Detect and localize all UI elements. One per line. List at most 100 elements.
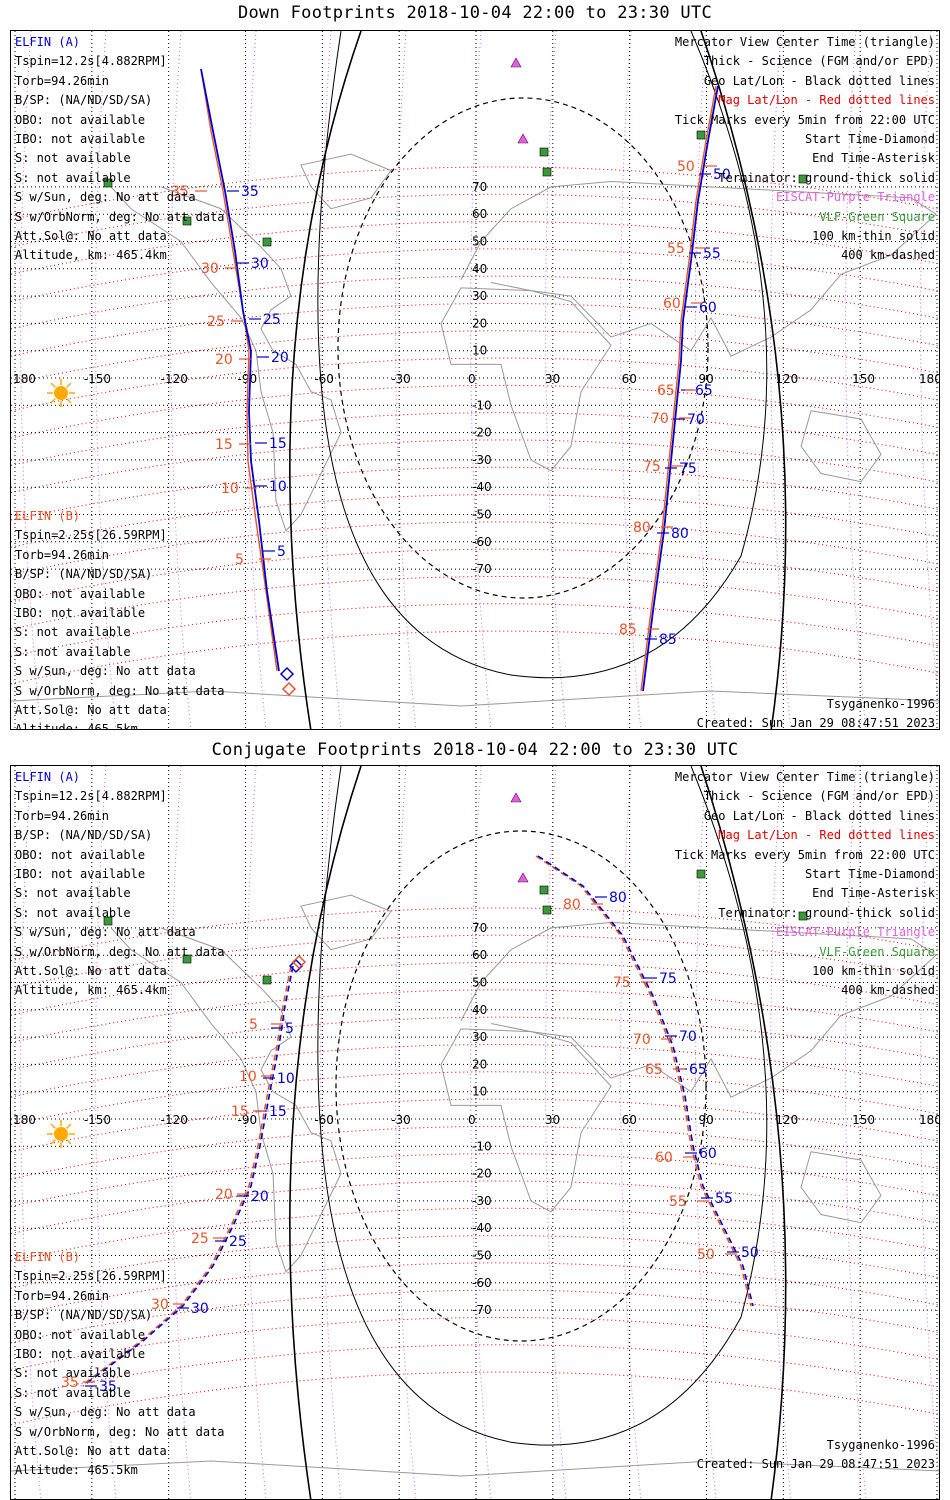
info-line: Torb=94.26min: [15, 1288, 109, 1303]
mag-lon-line: [545, 766, 567, 1499]
eiscat-triangle: [510, 792, 522, 803]
info-line: S w/Sun, deg: No att data: [15, 1405, 196, 1420]
lat-tick-label: 10: [472, 344, 487, 358]
track-tick-label: 10: [269, 479, 287, 495]
lat-tick-label: 20: [472, 1057, 487, 1071]
elfin-a-info: Tspin=12.2s[4.882RPM] Torb=94.26min B/SP: …: [15, 787, 225, 997]
lat-tick-label: -30: [472, 1194, 492, 1208]
antarctica-coast: [11, 690, 939, 707]
lon-tick-labels: 180 -150 -120 -90 -60 -30 0 30 60 90 120 150 180: [13, 1113, 939, 1127]
info-line: Tspin=2.25s[26.59RPM]: [15, 1269, 167, 1284]
terminator: [289, 31, 787, 729]
track-tick-label: 60: [655, 1150, 673, 1166]
lon-tick-label: 150: [852, 1113, 875, 1127]
mag-lat-line: [11, 330, 939, 384]
vlf-square: [542, 905, 552, 915]
lon-tick-label: 0: [468, 1113, 476, 1127]
lon-tick-label: -150: [84, 1113, 111, 1127]
mag-lat-line: [11, 548, 939, 603]
track-tick-label: 75: [643, 459, 661, 475]
info-line: Att.Sol@: No att data: [15, 1443, 167, 1458]
lat-tick-label: 60: [472, 207, 487, 221]
terminator-east: [700, 766, 787, 1499]
track-tick-label: 75: [613, 975, 631, 991]
mag-lat-line: [11, 193, 939, 248]
info-line: B/SP: (NA/ND/SD/SA): [15, 93, 153, 108]
track-tick-label: 65: [645, 1062, 663, 1078]
mag-lat-line: [11, 1180, 939, 1235]
track-tick-label: 70: [679, 1029, 697, 1045]
elfin-a-info: Tspin=12.2s[4.882RPM] Torb=94.26min B/SP: …: [15, 52, 225, 262]
lat-tick-label: -30: [472, 453, 492, 467]
info-line: Altitude: 465.5km: [15, 722, 138, 730]
legend-item: Tick Marks every 5min from 22:00 UTC: [674, 847, 935, 862]
info-line: B/SP: (NA/ND/SD/SA): [15, 1308, 153, 1323]
track-tick-label: 50: [713, 167, 731, 183]
track-tick-label: 25: [191, 1231, 209, 1247]
vlf-square: [542, 167, 552, 177]
coastlines: [11, 894, 939, 1477]
greenland-coast: [300, 153, 392, 210]
vlf-square: [262, 975, 272, 985]
conjugate-map-svg: 180 -150 -120 -90 -60 -30 0 30 60 90 120 150 180 70 60…: [11, 766, 939, 1499]
terminator-400km: [335, 830, 707, 1342]
info-line: S: not available: [15, 644, 131, 659]
elfin-b-conj-track: [80, 965, 292, 1387]
legend-item: Terminator: ground-thick solid: [718, 905, 935, 920]
mag-lat-line: [11, 1016, 939, 1071]
info-line: Att.Sol@: No att data: [15, 702, 167, 717]
lon-tick-labels: 180 -150 -120 -90 -60 -30 0 30 60 90 120 150 180: [13, 372, 939, 386]
track-tick-label: 35: [99, 1379, 117, 1395]
vlf-square: [798, 911, 808, 921]
track-tick-label: 80: [609, 890, 627, 906]
lon-tick-label: -30: [391, 372, 411, 386]
lat-tick-label: -60: [472, 535, 492, 549]
track-tick-label: 80: [563, 897, 581, 913]
track-tick-label: 5: [285, 1021, 294, 1037]
legend-item: 400 km-dashed: [841, 983, 935, 998]
track-tick-label: 55: [667, 241, 685, 257]
start-diamond: [281, 681, 297, 697]
vlf-square: [696, 869, 706, 879]
mag-lat-line: [11, 907, 939, 962]
info-line: IBO: not available: [15, 866, 146, 881]
legend-item: End Time-Asterisk: [812, 886, 935, 901]
australia-coast: [800, 410, 882, 483]
info-line: Tspin=12.2s[4.882RPM]: [15, 54, 167, 69]
mag-lat-line: [11, 384, 939, 439]
lon-tick-label: 60: [622, 372, 637, 386]
terminator: [289, 766, 787, 1499]
info-line: IBO: not available: [15, 605, 146, 620]
stations: [103, 792, 808, 985]
mag-lat-line: [11, 1043, 939, 1098]
elfin-a-down-track: [200, 68, 280, 672]
info-line: S w/OrbNorm, deg: No att data: [15, 944, 225, 959]
antarctica-coast: [11, 1460, 939, 1477]
vlf-square: [103, 178, 113, 188]
track-tick-label: 35: [61, 1375, 79, 1391]
geo-grid: [11, 766, 939, 1499]
elfin-b-down-track-2: [640, 85, 717, 692]
info-line: S: not available: [15, 1366, 131, 1381]
mag-lat-line: [11, 357, 939, 412]
lon-tick-label: 180: [13, 1113, 36, 1127]
legend-item: Mercator View Center Time (triangle): [674, 770, 935, 784]
elfin-a-conj-track: [82, 965, 294, 1387]
conjugate-footprints-map: 180 -150 -120 -90 -60 -30 0 30 60 90 120 150 180 70 60…: [10, 765, 940, 1500]
terminator-west: [289, 31, 362, 729]
track-tick-label: 60: [663, 296, 681, 312]
mag-lat-line: [11, 1262, 939, 1316]
info-line: S w/Sun, deg: No att data: [15, 925, 196, 940]
terminator-100km-east: [510, 766, 768, 1446]
lon-tick-label: -120: [161, 372, 188, 386]
track-tick-label: 10: [221, 481, 239, 497]
lon-tick-label: -120: [161, 1113, 188, 1127]
lon-tick-label: 30: [545, 1113, 560, 1127]
track-tick-label: 15: [215, 437, 233, 453]
track-tick-label: 70: [651, 411, 669, 427]
track-tick-label: 70: [633, 1032, 651, 1048]
lat-tick-label: 50: [472, 976, 487, 990]
track-tick-label: 55: [715, 1191, 733, 1207]
created-label: Created: Sun Jan 29 08:47:51 2023: [696, 1457, 935, 1472]
legend-item: EISCAT-Purple Triangle: [776, 190, 935, 205]
